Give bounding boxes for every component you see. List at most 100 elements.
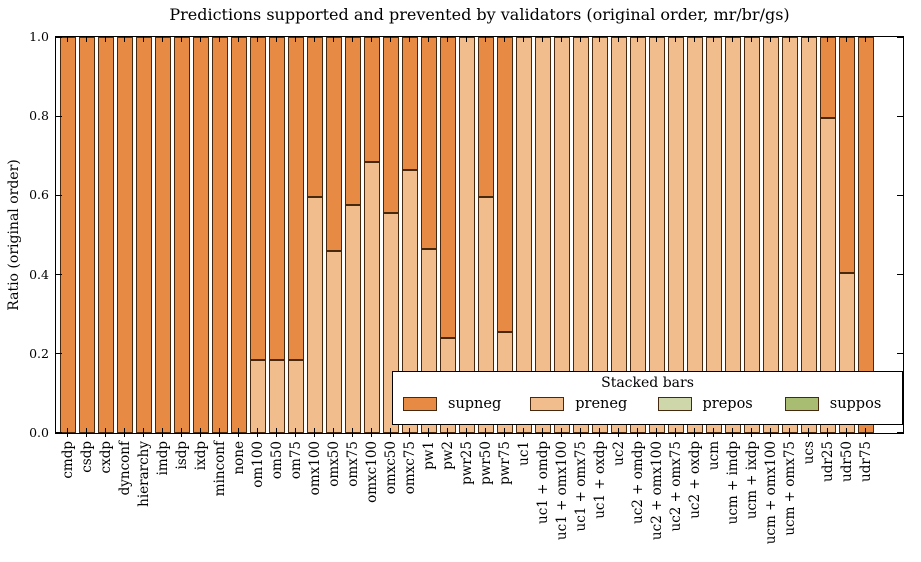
x-tick-mark: [104, 428, 107, 433]
bar-segment-supneg: [819, 37, 836, 119]
x-tick-mark: [560, 433, 563, 437]
bar-segment-preneg: [344, 205, 361, 433]
x-tick-label: uc2 + omx75: [667, 441, 684, 532]
y-tick-mark: [897, 273, 903, 276]
x-tick-mark: [427, 428, 430, 433]
x-tick-mark: [712, 433, 715, 437]
x-tick-mark: [161, 428, 164, 433]
x-tick-mark: [351, 37, 354, 42]
x-tick-mark: [142, 433, 145, 437]
x-tick-mark: [446, 428, 449, 433]
x-tick-mark: [275, 428, 278, 433]
x-tick-mark: [199, 428, 202, 433]
x-tick-mark: [161, 37, 164, 42]
x-tick-label: omxc75: [401, 441, 418, 495]
y-axis-label: Ratio (original order): [6, 159, 22, 311]
x-tick-mark: [731, 428, 734, 433]
x-tick-label: isdp: [173, 441, 190, 470]
x-tick-label: uc1 + omx75: [572, 441, 589, 532]
bar-segment-supneg: [287, 37, 304, 360]
x-tick-mark: [427, 433, 430, 437]
x-tick-label: uc1 + oxdp: [591, 441, 608, 519]
x-tick-label: om100: [249, 441, 266, 488]
bar-segment-supneg: [78, 37, 95, 433]
x-tick-mark: [769, 37, 772, 42]
y-tick-label: 1.0: [29, 29, 49, 44]
x-tick-mark: [484, 428, 487, 433]
x-tick-label: ucs: [800, 441, 817, 465]
bar-segment-supneg: [192, 37, 209, 433]
x-tick-mark: [826, 428, 829, 433]
x-tick-mark: [123, 433, 126, 437]
x-tick-mark: [294, 37, 297, 42]
x-tick-mark: [598, 37, 601, 42]
x-tick-mark: [636, 433, 639, 437]
bar-segment-supneg: [325, 37, 342, 251]
bar-segment-preneg: [363, 161, 380, 433]
x-tick-mark: [446, 37, 449, 42]
x-tick-mark: [674, 433, 677, 437]
plot-area: Stacked bars supneg preneg prepos suppos: [55, 36, 904, 434]
x-tick-mark: [712, 37, 715, 42]
x-tick-mark: [237, 433, 240, 437]
x-tick-mark: [408, 37, 411, 42]
x-tick-mark: [275, 433, 278, 437]
bar-segment-supneg: [59, 37, 76, 433]
x-tick-mark: [465, 37, 468, 42]
x-tick-label: uc2 + omdp: [629, 441, 646, 524]
bar-segment-supneg: [420, 37, 437, 249]
bar-segment-supneg: [363, 37, 380, 162]
legend-row: supneg preneg prepos suppos: [393, 396, 902, 412]
x-tick-mark: [655, 37, 658, 42]
x-tick-mark: [617, 37, 620, 42]
legend-entry-label: preneg: [575, 396, 628, 412]
y-tick-mark: [897, 36, 903, 38]
x-tick-mark: [579, 428, 582, 433]
bar-segment-preneg: [268, 359, 285, 433]
x-tick-mark: [826, 433, 829, 437]
x-tick-mark: [142, 428, 145, 433]
x-tick-mark: [294, 428, 297, 433]
x-tick-mark: [788, 37, 791, 42]
y-tick-mark: [56, 115, 62, 117]
x-tick-mark: [750, 37, 753, 42]
x-tick-mark: [256, 428, 259, 433]
x-tick-mark: [807, 428, 810, 433]
x-tick-mark: [541, 433, 544, 437]
bar-segment-supneg: [439, 37, 456, 338]
x-tick-label: uc1 + omx100: [553, 441, 570, 541]
x-tick-mark: [370, 433, 373, 437]
legend-title: Stacked bars: [601, 375, 694, 391]
x-tick-mark: [85, 433, 88, 437]
x-tick-mark: [370, 428, 373, 433]
y-tick-mark: [56, 432, 62, 434]
x-tick-mark: [655, 428, 658, 433]
bar-segment-supneg: [344, 37, 361, 206]
x-tick-label: pwr75: [496, 441, 513, 485]
x-tick-label: udr50: [838, 441, 855, 482]
bar-segment-supneg: [211, 37, 228, 433]
x-tick-mark: [617, 433, 620, 437]
bar-segment-preneg: [306, 197, 323, 433]
x-tick-mark: [579, 37, 582, 42]
x-tick-mark: [275, 37, 278, 42]
x-tick-label: ucm + ixdp: [743, 441, 760, 520]
x-tick-mark: [218, 428, 221, 433]
x-tick-mark: [180, 433, 183, 437]
x-tick-label: udr25: [819, 441, 836, 482]
x-tick-mark: [408, 428, 411, 433]
bar-segment-supneg: [477, 37, 494, 198]
x-tick-mark: [845, 433, 848, 437]
x-tick-mark: [598, 433, 601, 437]
x-tick-mark: [161, 433, 164, 437]
x-tick-mark: [313, 37, 316, 42]
legend-swatch-prepos: [657, 397, 692, 411]
x-tick-mark: [332, 37, 335, 42]
x-tick-label: ucm + omx100: [762, 441, 779, 545]
bar-segment-supneg: [154, 37, 171, 433]
bar-segment-preneg: [325, 250, 342, 433]
x-tick-mark: [256, 433, 259, 437]
legend-entry-label: supneg: [448, 396, 502, 412]
x-tick-mark: [826, 37, 829, 42]
x-tick-mark: [617, 428, 620, 433]
